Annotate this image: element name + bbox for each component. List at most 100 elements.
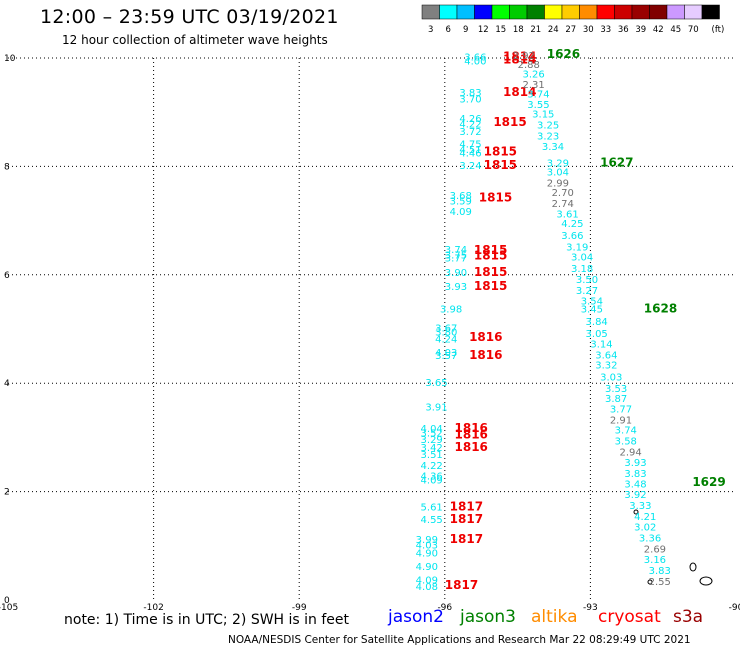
x-tick-label: -90 <box>729 603 740 613</box>
swh-label: 3.83 <box>624 469 646 480</box>
color-scale-bar: 3 6 9 12 15 18 21 24 27 30 33 36 39 42 45 70 (ft) <box>421 4 724 35</box>
footer-note: note: 1) Time is in UTC; 2) SWH is in fe… <box>64 612 350 628</box>
swh-label: 3.65 <box>425 378 447 389</box>
sat-legend-jason3: jason3 <box>460 607 516 627</box>
swh-label: 3.58 <box>615 436 637 447</box>
swh-label: 1627 <box>600 155 633 169</box>
tick-labels: -105 -102 -99 -96 -93 -90 0 2 4 6 8 10 <box>0 54 740 613</box>
swh-label: 3.98 <box>440 305 462 316</box>
colorbar-swatch <box>561 4 580 20</box>
chart-subtitle: 12 hour collection of altimeter wave hei… <box>62 33 328 47</box>
swh-label: 1816 <box>469 330 502 344</box>
swh-label: 3.67 <box>435 324 457 335</box>
swh-label: 1815 <box>474 249 507 263</box>
swh-label: 2.91 <box>610 415 632 426</box>
sat-legend-jason2: jason2 <box>388 607 444 627</box>
coastline-fragments <box>633 509 713 586</box>
swh-label: 1815 <box>474 265 507 279</box>
swh-label: 1816 <box>469 348 502 362</box>
swh-label: 3.77 <box>445 253 467 264</box>
swh-label: 3.25 <box>537 120 559 131</box>
swh-label: 3.68 <box>450 191 472 202</box>
swh-label: 3.42 <box>421 443 443 454</box>
swh-label: 2.94 <box>620 447 642 458</box>
swh-label: 3.93 <box>445 282 467 293</box>
swh-label: 3.55 <box>527 100 549 111</box>
swh-label: 1817 <box>445 578 478 592</box>
swh-label: 3.90 <box>445 268 467 279</box>
swh-label: 1814 <box>503 85 536 99</box>
swh-label: 4.24 <box>435 335 457 346</box>
swh-label: 3.14 <box>590 339 612 350</box>
swh-label: 2.88 <box>518 60 540 71</box>
swh-labels: 3.664.003.833.704.264.223.724.754.514.46… <box>416 47 726 593</box>
swh-label: 2.31 <box>522 80 544 91</box>
swh-label: 3.03 <box>600 372 622 383</box>
swh-label: 3.27 <box>576 286 598 297</box>
colorbar-label: 12 <box>478 25 489 35</box>
sat-legend-s3a: s3a <box>673 607 704 627</box>
y-tick-label: 6 <box>4 271 10 281</box>
swh-label: 3.74 <box>445 245 467 256</box>
swh-label: 3.93 <box>624 458 646 469</box>
swh-label: 3.84 <box>586 317 608 328</box>
coastline-fragment <box>699 576 713 586</box>
swh-label: 3.61 <box>556 209 578 220</box>
swh-label: 3.66 <box>561 231 583 242</box>
swh-label: 3.34 <box>542 142 564 153</box>
swh-label: 3.36 <box>639 533 661 544</box>
swh-label: 3.05 <box>586 329 608 340</box>
colorbar-swatch <box>439 4 458 20</box>
colorbar-swatch <box>474 4 493 20</box>
swh-label: 3.52 <box>421 428 443 439</box>
swh-label: 4.09 <box>416 576 438 587</box>
colorbar-label: 36 <box>618 25 629 35</box>
swh-label: 1815 <box>474 279 507 293</box>
swh-label: 3.04 <box>571 253 593 264</box>
swh-label: 1815 <box>493 115 526 129</box>
colorbar-label: 70 <box>688 25 699 35</box>
swh-label: 3.80 <box>435 328 457 339</box>
swh-label: 1628 <box>644 302 677 316</box>
swh-label: 4.08 <box>416 582 438 593</box>
swh-label: 3.48 <box>624 479 646 490</box>
colorbar-swatch <box>509 4 528 20</box>
swh-label: 4.09 <box>450 207 472 218</box>
swh-label: 3.74 <box>615 426 637 437</box>
swh-label: 4.21 <box>634 512 656 523</box>
swh-label: 1814 <box>503 52 536 66</box>
swh-label: 1629 <box>692 475 725 489</box>
swh-label: 3.04 <box>547 168 569 179</box>
coastline-fragment <box>633 509 639 515</box>
swh-label: 3.15 <box>532 110 554 121</box>
y-tick-label: 4 <box>4 379 10 389</box>
colorbar-label: 42 <box>653 25 664 35</box>
swh-label: 3.51 <box>421 450 443 461</box>
swh-label: 3.83 <box>459 88 481 99</box>
swh-label: 3.57 <box>435 351 457 362</box>
swh-label: 4.90 <box>416 549 438 560</box>
coastline-fragment <box>647 579 653 585</box>
colorbar-label: 15 <box>495 25 506 35</box>
colorbar-swatch <box>421 4 440 20</box>
swh-label: 4.22 <box>459 119 481 130</box>
swh-label: 2.69 <box>644 544 666 555</box>
swh-label: 3.02 <box>634 523 656 534</box>
colorbar-label: 24 <box>548 25 559 35</box>
swh-label: 3.59 <box>450 196 472 207</box>
x-tick-label: -99 <box>292 603 307 613</box>
swh-label: 3.87 <box>605 394 627 405</box>
grid-lines <box>8 57 736 600</box>
swh-label: 4.46 <box>459 149 481 160</box>
colorbar-label: 33 <box>600 25 611 35</box>
swh-label: 5.61 <box>421 503 443 514</box>
swh-label: 1817 <box>450 500 483 514</box>
swh-label: 3.32 <box>595 361 617 372</box>
swh-label: 1815 <box>484 145 517 159</box>
swh-label: 4.09 <box>421 475 443 486</box>
swh-label: 2.99 <box>547 178 569 189</box>
swh-label: 1815 <box>479 191 512 205</box>
swh-label: 1817 <box>450 512 483 526</box>
swh-label: 3.24 <box>459 161 481 172</box>
